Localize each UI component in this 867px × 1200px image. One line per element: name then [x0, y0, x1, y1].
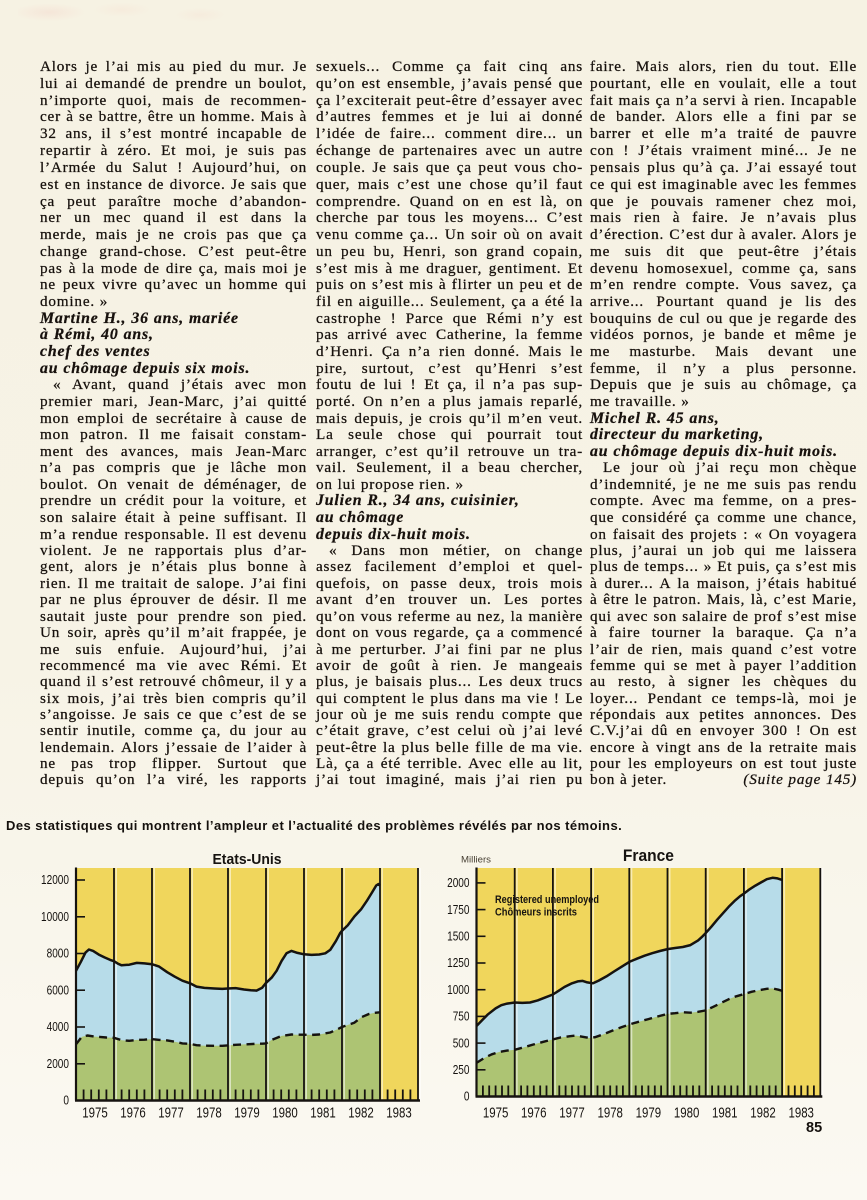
svg-text:0: 0: [63, 1094, 69, 1108]
svg-text:6000: 6000: [47, 984, 69, 998]
svg-text:1982: 1982: [348, 1105, 374, 1122]
svg-text:500: 500: [453, 1036, 470, 1050]
svg-text:1977: 1977: [559, 1105, 585, 1122]
svg-text:12000: 12000: [41, 873, 69, 887]
svg-text:1976: 1976: [120, 1105, 146, 1122]
svg-text:1750: 1750: [447, 903, 469, 917]
svg-text:4000: 4000: [47, 1020, 69, 1034]
svg-text:1979: 1979: [234, 1105, 260, 1122]
svg-text:2000: 2000: [47, 1057, 69, 1071]
svg-text:1977: 1977: [158, 1105, 184, 1122]
svg-text:1978: 1978: [196, 1105, 222, 1122]
svg-text:1975: 1975: [82, 1105, 108, 1122]
svg-text:1983: 1983: [386, 1105, 412, 1122]
svg-text:0: 0: [464, 1090, 470, 1104]
svg-text:1976: 1976: [521, 1105, 547, 1122]
svg-text:Milliers: Milliers: [461, 855, 491, 866]
svg-text:Registered unemployed: Registered unemployed: [495, 894, 599, 906]
svg-text:1000: 1000: [447, 983, 469, 997]
svg-text:750: 750: [453, 1010, 470, 1024]
svg-text:1980: 1980: [272, 1105, 298, 1122]
svg-text:250: 250: [453, 1063, 470, 1077]
svg-text:Chômeurs inscrits: Chômeurs inscrits: [495, 907, 577, 919]
svg-text:1983: 1983: [788, 1105, 814, 1122]
svg-text:1981: 1981: [310, 1105, 336, 1122]
svg-text:Etats-Unis: Etats-Unis: [213, 852, 282, 868]
svg-text:8000: 8000: [47, 947, 69, 961]
svg-text:1979: 1979: [636, 1105, 662, 1122]
svg-text:1980: 1980: [674, 1105, 700, 1122]
svg-text:1250: 1250: [447, 956, 469, 970]
svg-text:10000: 10000: [41, 910, 69, 924]
svg-text:1978: 1978: [597, 1105, 623, 1122]
svg-text:1982: 1982: [750, 1105, 776, 1122]
svg-text:1981: 1981: [712, 1105, 738, 1122]
svg-text:1975: 1975: [483, 1105, 509, 1122]
svg-text:1500: 1500: [447, 930, 469, 944]
svg-text:2000: 2000: [447, 876, 469, 890]
svg-text:France: France: [623, 846, 674, 865]
